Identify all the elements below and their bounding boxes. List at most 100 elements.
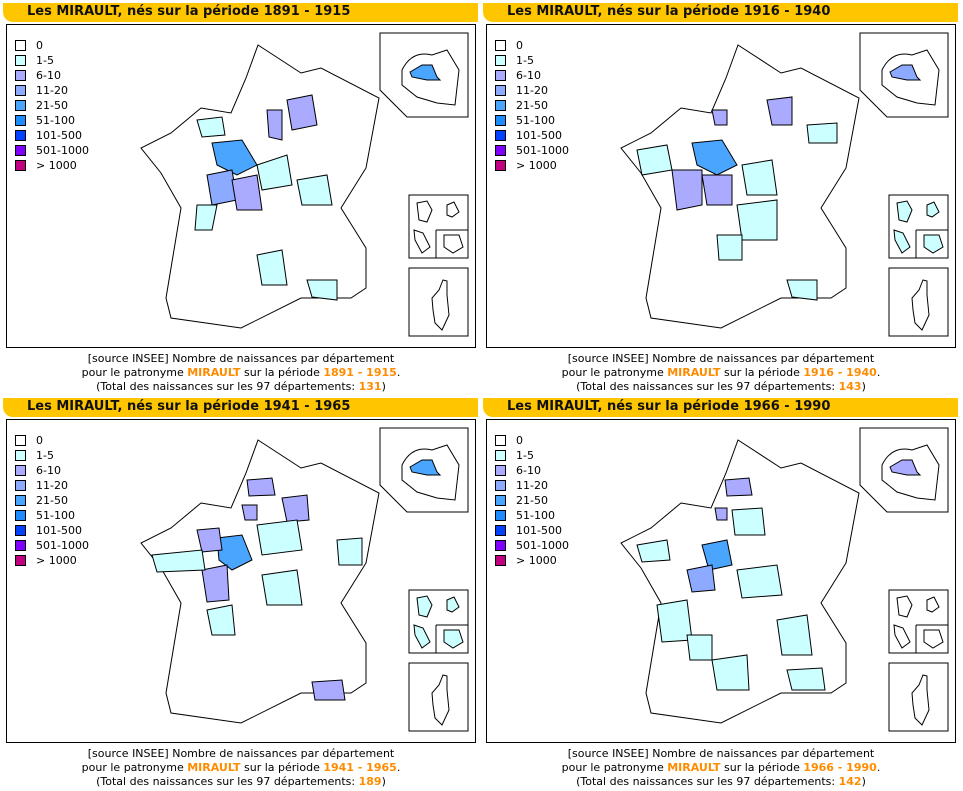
department-region: [256, 249, 288, 286]
legend-label: 101-500: [516, 524, 562, 537]
department-region: [671, 169, 703, 211]
legend-item: 1-5: [495, 53, 569, 68]
legend-swatch: [15, 85, 26, 96]
department-region: [194, 204, 218, 231]
department-region: [306, 279, 338, 301]
legend-item: > 1000: [15, 158, 89, 173]
legend-swatch: [15, 495, 26, 506]
legend-label: 1-5: [516, 54, 534, 67]
caption-text: sur la période: [720, 761, 804, 774]
legend-swatch: [15, 435, 26, 446]
corsica-inset: [408, 267, 469, 337]
caption-line-1: [source INSEE] Nombre de naissances par …: [567, 747, 875, 760]
department-region: [206, 169, 238, 206]
legend-swatch: [495, 525, 506, 536]
legend-item: 6-10: [15, 68, 89, 83]
legend-label: 21-50: [36, 494, 68, 507]
legend-swatch: [495, 465, 506, 476]
legend-item: 11-20: [15, 83, 89, 98]
legend-swatch: [15, 540, 26, 551]
legend-swatch: [495, 85, 506, 96]
legend-item: 11-20: [15, 478, 89, 493]
map-box: 0 1-5 6-10 11-20 21-50 51-100 101-500 501-1000 >…: [486, 24, 956, 348]
caption-line-2: pour le patronyme MIRAULT sur la période…: [561, 366, 881, 379]
department-region: [311, 679, 346, 701]
legend-item: 1-5: [495, 448, 569, 463]
legend-label: 51-100: [516, 114, 555, 127]
legend-label: 6-10: [36, 464, 61, 477]
legend-label: 6-10: [516, 464, 541, 477]
caption-text: (Total des naissances sur les 97 départe…: [576, 775, 839, 788]
legend-label: 51-100: [516, 509, 555, 522]
department-region: [711, 109, 728, 126]
total-births: 143: [838, 380, 862, 393]
legend-item: 51-100: [15, 508, 89, 523]
legend-item: 1-5: [15, 53, 89, 68]
panel-header: Les MIRAULT, nés sur la période 1966 - 1…: [483, 398, 958, 417]
legend-item: > 1000: [15, 553, 89, 568]
map-caption: [source INSEE] Nombre de naissances par …: [3, 352, 479, 394]
surname: MIRAULT: [667, 366, 721, 379]
legend-item: 101-500: [15, 128, 89, 143]
department-region: [281, 494, 310, 523]
legend-label: 1-5: [36, 54, 54, 67]
legend-swatch: [495, 145, 506, 156]
department-region: [296, 174, 333, 206]
legend-label: 101-500: [36, 524, 82, 537]
department-region: [701, 539, 733, 571]
legend-label: 101-500: [516, 129, 562, 142]
department-region: [714, 507, 728, 521]
legend-swatch: [15, 115, 26, 126]
legend-label: > 1000: [36, 554, 77, 567]
map-caption: [source INSEE] Nombre de naissances par …: [483, 747, 959, 789]
department-region: [766, 96, 793, 126]
surname: MIRAULT: [187, 366, 241, 379]
legend-label: 1-5: [36, 449, 54, 462]
legend-label: 0: [36, 39, 43, 52]
department-region: [741, 159, 778, 196]
department-region: [261, 569, 303, 606]
dom-inset: [408, 589, 469, 654]
department-region: [724, 477, 753, 497]
department-region: [216, 534, 253, 571]
department-region: [266, 109, 283, 141]
department-region: [701, 174, 733, 206]
legend-label: 51-100: [36, 114, 75, 127]
legend-swatch: [15, 100, 26, 111]
legend-item: > 1000: [495, 553, 569, 568]
legend-item: 501-1000: [15, 538, 89, 553]
france-map: [620, 427, 949, 732]
caption-text: sur la période: [720, 366, 804, 379]
department-region: [636, 539, 671, 563]
legend-label: > 1000: [516, 159, 557, 172]
department-region: [246, 477, 276, 497]
caption-text: pour le patronyme: [81, 761, 188, 774]
legend-swatch: [15, 130, 26, 141]
legend-item: 6-10: [495, 68, 569, 83]
caption-line-2: pour le patronyme MIRAULT sur la période…: [81, 366, 401, 379]
map-caption: [source INSEE] Nombre de naissances par …: [483, 352, 959, 394]
france-outline: [620, 44, 860, 329]
caption-text: pour le patronyme: [81, 366, 188, 379]
paris-inset: [379, 427, 469, 513]
legend-swatch: [15, 525, 26, 536]
caption-line-3: (Total des naissances sur les 97 départe…: [576, 380, 866, 393]
caption-text: (Total des naissances sur les 97 départe…: [576, 380, 839, 393]
legend-item: 21-50: [495, 493, 569, 508]
panel-title: Les MIRAULT, nés sur la période 1941 - 1…: [27, 399, 351, 414]
legend-swatch: [15, 480, 26, 491]
legend-item: 501-1000: [495, 538, 569, 553]
department-region: [201, 564, 230, 603]
panel-header: Les MIRAULT, nés sur la période 1891 - 1…: [3, 3, 478, 22]
legend-label: 501-1000: [36, 144, 89, 157]
legend-label: 21-50: [516, 99, 548, 112]
legend-item: 11-20: [495, 83, 569, 98]
map-box: 0 1-5 6-10 11-20 21-50 51-100 101-500 501-1000 >…: [6, 419, 476, 743]
panel-header: Les MIRAULT, nés sur la période 1916 - 1…: [483, 3, 958, 22]
caption-text: (Total des naissances sur les 97 départe…: [96, 775, 359, 788]
department-region: [736, 199, 778, 241]
department-region: [786, 667, 826, 691]
dom-inset: [888, 194, 949, 259]
caption-line-1: [source INSEE] Nombre de naissances par …: [567, 352, 875, 365]
